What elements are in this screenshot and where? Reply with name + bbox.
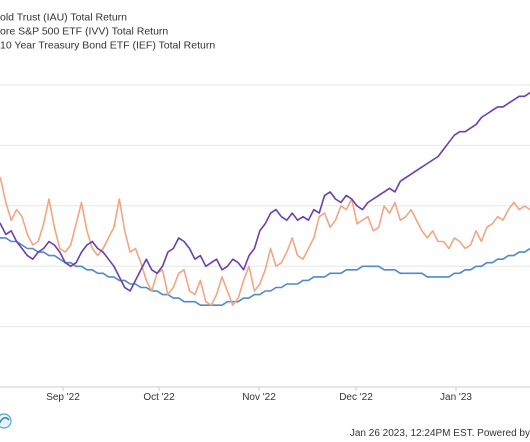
- series-layer: [0, 92, 530, 306]
- series-line-0: [0, 176, 530, 306]
- logo: [0, 413, 12, 429]
- legend-label-2: 10 Year Treasury Bond ETF (IEF) Total Re…: [0, 40, 215, 52]
- x-tick-label: Jan '23: [440, 392, 472, 403]
- series-line-2: [0, 236, 530, 306]
- x-tick-label: Oct '22: [143, 392, 175, 403]
- x-tick-label: Nov '22: [242, 392, 276, 403]
- legend-label-1: ore S&P 500 ETF (IVV) Total Return: [0, 26, 168, 38]
- gridlines: [0, 84, 530, 388]
- x-tick-label: Dec '22: [339, 392, 373, 403]
- legend-label-0: old Trust (IAU) Total Return: [0, 12, 127, 24]
- x-tick-label: Sep '22: [46, 392, 80, 403]
- footer-timestamp: Jan 26 2023, 12:24PM EST. Powered by: [350, 428, 530, 439]
- x-axis-ticks: Sep '22 Oct '22 Nov '22 Dec '22 Jan '23: [46, 387, 472, 403]
- series-line-1: [0, 92, 530, 292]
- legend: old Trust (IAU) Total Return ore S&P 500 …: [0, 12, 215, 52]
